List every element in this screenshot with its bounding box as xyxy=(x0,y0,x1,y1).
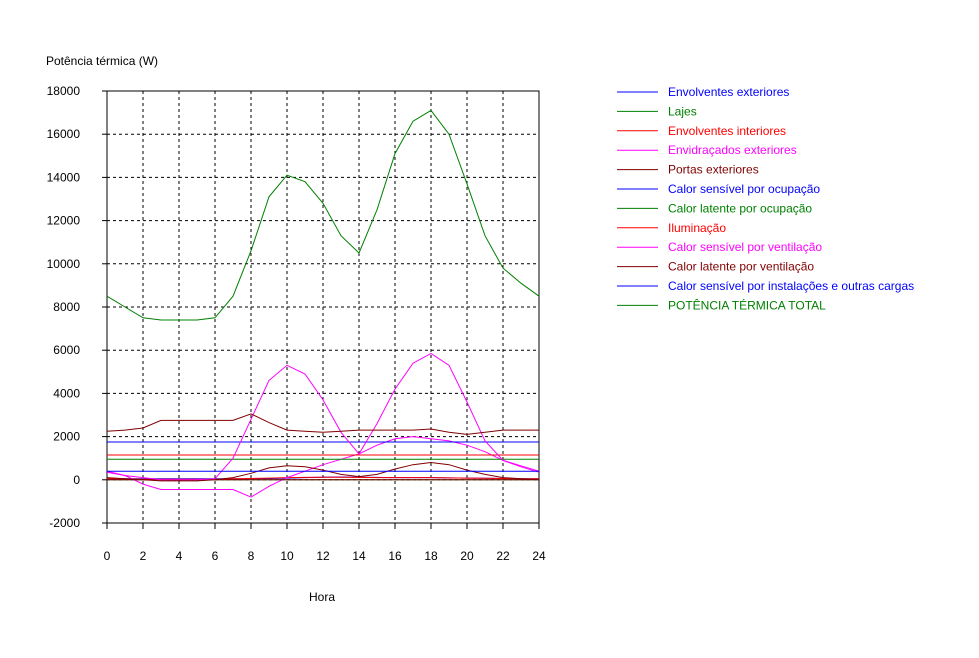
legend-label: Iluminação xyxy=(668,221,726,235)
series-line-8 xyxy=(106,352,540,481)
y-tick-label: 14000 xyxy=(47,170,81,184)
series-line-9 xyxy=(106,461,540,482)
series xyxy=(106,109,540,498)
x-axis-label: Hora xyxy=(309,590,335,604)
x-tick-label: 2 xyxy=(140,549,147,563)
x-tick-label: 4 xyxy=(176,549,183,563)
legend-label: Calor sensível por ventilação xyxy=(668,240,822,254)
series-line-11 xyxy=(106,109,540,321)
legend-label: POTÊNCIA TÉRMICA TOTAL xyxy=(668,297,826,312)
x-tick-label: 24 xyxy=(532,549,546,563)
legend-label: Calor sensível por ocupação xyxy=(668,182,820,196)
legend-label: Envolventes exteriores xyxy=(668,85,789,99)
x-tick-label: 22 xyxy=(496,549,510,563)
legend: Envolventes exteriores Lajes Envolventes i… xyxy=(617,85,914,312)
y-tick-label: -2000 xyxy=(49,516,80,530)
x-tick-label: 20 xyxy=(460,549,474,563)
x-tick-label: 0 xyxy=(104,549,111,563)
legend-label: Calor latente por ventilação xyxy=(668,260,814,274)
y-tick-label: 0 xyxy=(73,473,80,487)
legend-label: Portas exteriores xyxy=(668,163,759,177)
x-tick-label: 6 xyxy=(212,549,219,563)
x-tick-label: 10 xyxy=(280,549,294,563)
legend-label: Envidraçados exteriores xyxy=(668,143,797,157)
x-tick-label: 18 xyxy=(424,549,438,563)
y-tick-label: 8000 xyxy=(53,300,80,314)
legend-label: Calor latente por ocupação xyxy=(668,201,812,215)
axes: Potência térmica (W) Hora 0 2 4 6 8 10 12 14 16 1… xyxy=(46,54,546,604)
legend-label: Envolventes interiores xyxy=(668,124,786,138)
y-tick-label: 18000 xyxy=(47,84,81,98)
y-tick-label: 16000 xyxy=(47,127,81,141)
x-tick-label: 12 xyxy=(316,549,330,563)
series-line-3 xyxy=(106,436,540,498)
x-tick-label: 8 xyxy=(248,549,255,563)
y-tick-label: 2000 xyxy=(53,430,80,444)
series-line-extra-0 xyxy=(106,413,539,435)
y-tick-label: 6000 xyxy=(53,343,80,357)
x-tick-label: 14 xyxy=(352,549,366,563)
y-tick-label: 4000 xyxy=(53,386,80,400)
y-tick-label: 12000 xyxy=(47,214,81,228)
grid xyxy=(107,91,539,523)
x-tick-label: 16 xyxy=(388,549,402,563)
y-tick-label: 10000 xyxy=(47,257,81,271)
legend-label: Calor sensível por instalações e outras … xyxy=(668,279,914,293)
series-line-2 xyxy=(106,476,539,480)
y-axis-label: Potência térmica (W) xyxy=(46,54,158,68)
legend-label: Lajes xyxy=(668,104,697,118)
